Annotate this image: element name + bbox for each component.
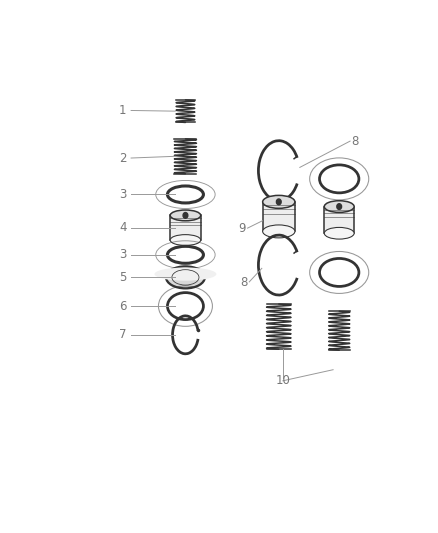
Bar [324,207,354,233]
Ellipse shape [166,266,205,288]
Text: 8: 8 [240,276,248,289]
Text: 5: 5 [119,271,126,284]
Ellipse shape [263,225,295,238]
Text: 9: 9 [239,222,246,235]
Bar [170,215,201,240]
Text: 3: 3 [119,188,126,201]
Circle shape [276,199,281,205]
Circle shape [183,213,188,219]
Bar [263,202,295,231]
Ellipse shape [155,268,216,281]
Text: 1: 1 [119,104,127,117]
Ellipse shape [324,228,354,239]
Ellipse shape [324,201,354,213]
Ellipse shape [263,196,295,208]
Ellipse shape [170,235,201,245]
Text: 3: 3 [119,248,126,261]
Text: 8: 8 [351,135,359,148]
Ellipse shape [170,210,201,221]
Text: 6: 6 [119,300,127,312]
Text: 2: 2 [119,152,127,165]
Text: 10: 10 [276,374,290,387]
Text: 7: 7 [119,328,127,341]
Circle shape [337,204,342,209]
Text: 4: 4 [119,221,127,234]
